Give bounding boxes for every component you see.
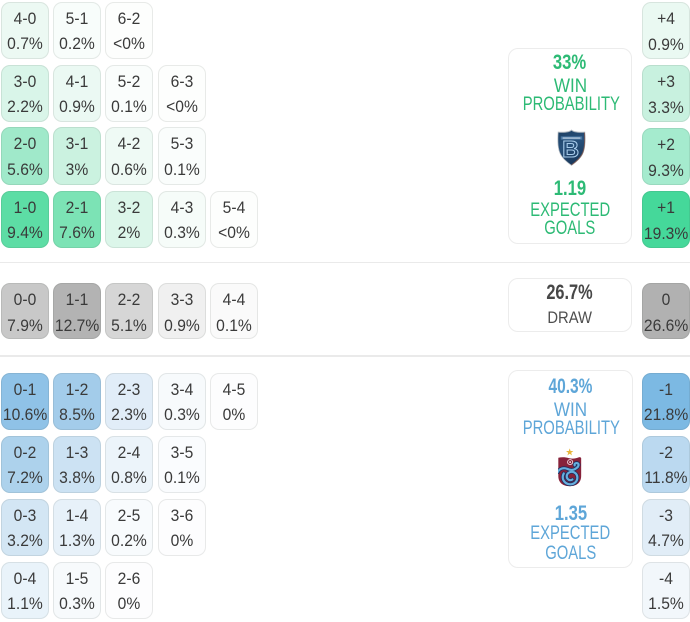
svg-text:B: B	[562, 136, 579, 162]
